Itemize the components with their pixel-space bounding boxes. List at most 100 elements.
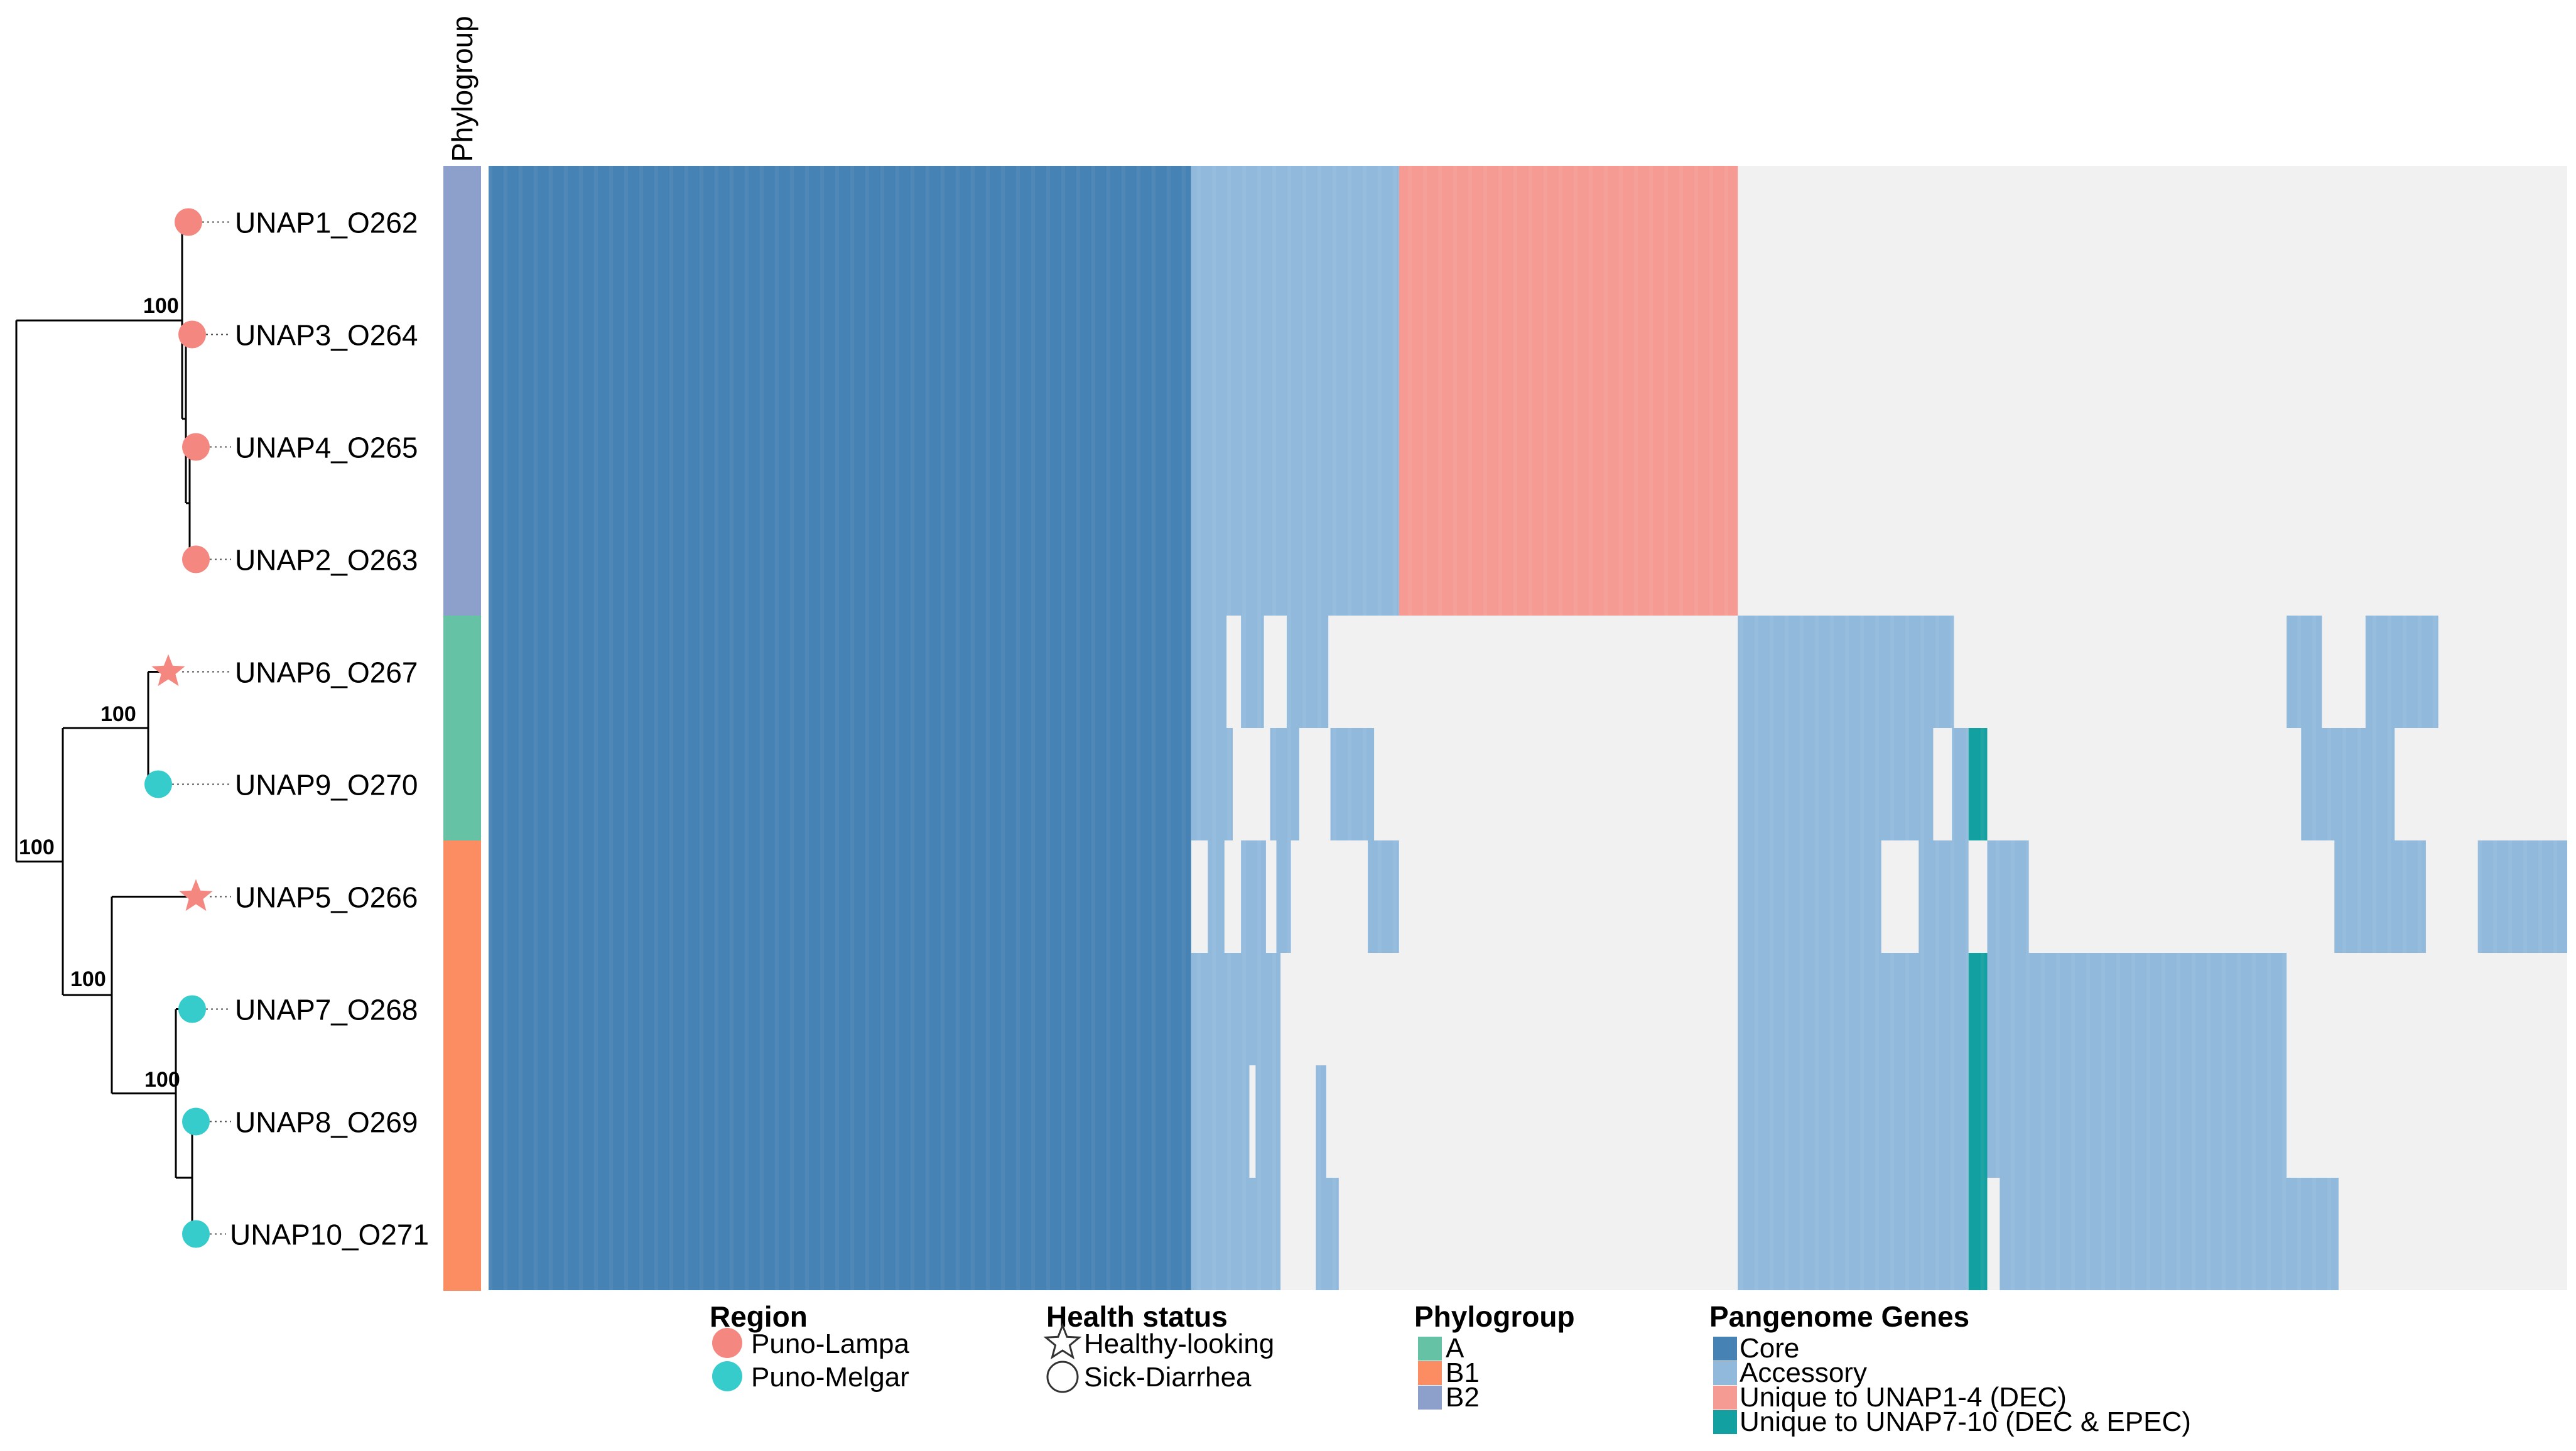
gene-column-stripe: [2508, 166, 2512, 1290]
gene-block-unique_7_10: [1968, 1065, 1988, 1178]
gene-block-accessory: [1738, 1178, 1969, 1290]
legend-region-swatch: [712, 1328, 742, 1358]
legend-title: Health status: [1046, 1300, 1228, 1333]
gene-column-stripe: [609, 166, 613, 1290]
gene-block-accessory: [1191, 1065, 1250, 1178]
tip-circle-sick: [175, 208, 202, 236]
gene-column-stripe: [579, 166, 583, 1290]
gene-block-accessory: [1191, 166, 1399, 616]
gene-column-stripe: [1890, 166, 1894, 1290]
gene-block-accessory: [1987, 840, 2029, 953]
gene-column-stripe: [2463, 166, 2467, 1290]
gene-column-stripe: [1544, 166, 1547, 1290]
gene-block-accessory: [2334, 840, 2426, 953]
gene-column-stripe: [1905, 166, 1909, 1290]
gene-column-stripe: [1438, 166, 1442, 1290]
gene-column-stripe: [1393, 166, 1397, 1290]
gene-column-stripe: [2538, 166, 2542, 1290]
gene-column-stripe: [956, 166, 960, 1290]
legend-phylogroup-swatch: [1418, 1386, 1442, 1410]
phylogenetic-tree: 100 100 100 100 100: [15, 221, 196, 1235]
phylogroup-cell-B1: [443, 953, 481, 1066]
strain-label: UNAP7_O268: [235, 994, 418, 1026]
phylogroup-cell-B2: [443, 503, 481, 616]
gene-column-stripe: [2011, 166, 2015, 1290]
gene-column-stripe: [1513, 166, 1517, 1290]
gene-column-stripe: [1302, 166, 1306, 1290]
gene-column-stripe: [639, 166, 643, 1290]
legend-genes-swatch: [1713, 1361, 1737, 1385]
gene-column-stripe: [2403, 166, 2406, 1290]
gene-column-stripe: [2101, 166, 2105, 1290]
gene-column-stripe: [519, 166, 522, 1290]
gene-column-stripe: [971, 166, 975, 1290]
gene-column-stripe: [2418, 166, 2422, 1290]
legend-star-swatch: [1043, 1322, 1082, 1360]
gene-block-accessory: [1738, 840, 1881, 953]
gene-column-stripe: [1649, 166, 1653, 1290]
tree-tip-markers: [144, 208, 231, 1248]
strain-label: UNAP1_O262: [235, 207, 418, 239]
gene-block-core: [489, 166, 1191, 1290]
gene-column-stripe: [1137, 166, 1140, 1290]
gene-column-stripe: [1574, 166, 1578, 1290]
gene-column-stripe: [1920, 166, 1924, 1290]
gene-column-stripe: [1830, 166, 1834, 1290]
gene-block-accessory: [1191, 616, 1227, 728]
gene-column-stripe: [2192, 166, 2195, 1290]
pangenome-heatmap: [489, 166, 2567, 1290]
gene-column-stripe: [2357, 166, 2361, 1290]
gene-column-stripe: [1529, 166, 1532, 1290]
gene-column-stripe: [715, 166, 718, 1290]
gene-column-stripe: [2116, 166, 2120, 1290]
gene-column-stripe: [2342, 166, 2346, 1290]
gene-column-stripe: [1272, 166, 1276, 1290]
legend-label: Unique to UNAP1-4 (DEC): [1740, 1382, 2067, 1413]
gene-column-stripe: [790, 166, 794, 1290]
gene-column-stripe: [1031, 166, 1035, 1290]
gene-column-stripe: [1815, 166, 1819, 1290]
tip-circle-sick: [178, 995, 206, 1023]
gene-column-stripe: [2177, 166, 2180, 1290]
phylogroup-cell-B2: [443, 391, 481, 504]
gene-column-stripe: [549, 166, 553, 1290]
tip-circle-sick: [182, 433, 210, 461]
gene-column-stripe: [1875, 166, 1879, 1290]
phylogroup-cell-B1: [443, 1178, 481, 1291]
gene-column-stripe: [1423, 166, 1427, 1290]
gene-column-stripe: [2222, 166, 2226, 1290]
gene-block-accessory: [1241, 616, 1264, 728]
tip-circle-sick: [144, 770, 172, 798]
gene-column-stripe: [805, 166, 809, 1290]
gene-column-stripe: [1860, 166, 1864, 1290]
gene-column-stripe: [835, 166, 839, 1290]
strain-label: UNAP6_O267: [235, 656, 418, 689]
gene-column-stripe: [1981, 166, 1984, 1290]
gene-column-stripe: [700, 166, 703, 1290]
strain-label: UNAP9_O270: [235, 769, 418, 802]
gene-block-accessory: [1738, 1065, 1969, 1178]
legend-label: Unique to UNAP7-10 (DEC & EPEC): [1740, 1406, 2191, 1437]
gene-column-stripe: [1001, 166, 1005, 1290]
bootstrap-label: 100: [19, 835, 55, 859]
gene-column-stripe: [654, 166, 658, 1290]
gene-block-unique_7_10: [1968, 953, 1988, 1065]
gene-block-accessory: [2301, 728, 2395, 840]
gene-block-accessory: [1952, 728, 1969, 840]
phylogroup-cell-B2: [443, 166, 481, 279]
strain-label: UNAP4_O265: [235, 432, 418, 464]
gene-column-stripe: [1091, 166, 1095, 1290]
gene-column-stripe: [1287, 166, 1291, 1290]
gene-column-stripe: [1845, 166, 1849, 1290]
gene-column-stripe: [2267, 166, 2271, 1290]
gene-column-stripe: [1740, 166, 1743, 1290]
gene-column-stripe: [2312, 166, 2316, 1290]
gene-column-stripe: [1800, 166, 1804, 1290]
gene-column-stripe: [1498, 166, 1502, 1290]
gene-block-accessory: [2000, 1178, 2339, 1290]
gene-block-accessory: [1738, 616, 1954, 728]
gene-column-stripe: [2086, 166, 2090, 1290]
gene-column-stripe: [1016, 166, 1020, 1290]
